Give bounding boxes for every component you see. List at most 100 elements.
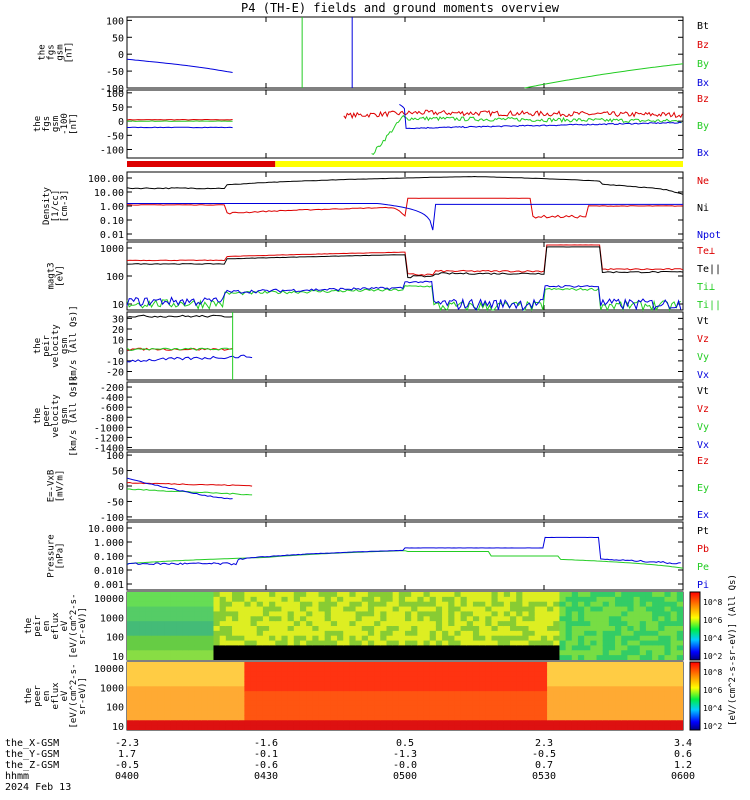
heatmap-cell — [448, 592, 456, 598]
legend-green: By — [697, 121, 709, 132]
heatmap-cell — [633, 640, 641, 647]
heatmap-cell — [157, 696, 165, 702]
heatmap-cell — [633, 725, 641, 730]
heatmap-cell — [367, 635, 375, 642]
heatmap-cell — [479, 696, 486, 702]
heatmap-cell — [454, 725, 462, 730]
heatmap-cell — [503, 601, 511, 608]
heatmap-cell — [602, 611, 610, 617]
heatmap-cell — [510, 655, 517, 660]
heatmap-cell — [176, 715, 184, 721]
heatmap-cell — [448, 671, 456, 678]
heatmap-cell — [133, 640, 140, 647]
heatmap-cell — [188, 606, 196, 613]
legend-red: Bz — [697, 94, 709, 105]
heatmap-cell — [188, 596, 196, 603]
heatmap-cell — [676, 655, 683, 660]
heatmap-cell — [232, 691, 239, 697]
heatmap-cell — [170, 640, 178, 647]
heatmap-cell — [318, 601, 326, 608]
heatmap-cell — [559, 592, 567, 598]
heatmap-cell — [293, 655, 301, 660]
heatmap-cell — [386, 616, 394, 622]
heatmap-cell — [571, 621, 579, 627]
heatmap-cell — [608, 696, 616, 702]
heatmap-cell — [349, 640, 357, 647]
heatmap-cell — [571, 696, 579, 702]
heatmap-cell — [244, 720, 252, 726]
heatmap-cell — [398, 596, 406, 603]
heatmap-cell — [540, 710, 548, 717]
heatmap-cell — [571, 710, 579, 717]
heatmap-cell — [442, 616, 449, 622]
heatmap-cell — [596, 662, 604, 668]
heatmap-cell — [510, 662, 517, 668]
heatmap-cell — [448, 710, 456, 717]
heatmap-cell — [522, 705, 530, 712]
heatmap-cell — [133, 601, 140, 608]
heatmap-cell — [608, 640, 616, 647]
heatmap-cell — [312, 640, 320, 647]
y-tick-label: 100 — [106, 633, 124, 644]
heatmap-cell — [287, 596, 295, 603]
heatmap-cell — [627, 725, 635, 730]
heatmap-cell — [176, 601, 184, 608]
heatmap-cell — [491, 621, 499, 627]
heatmap-cell — [139, 705, 147, 712]
heatmap-cell — [398, 650, 406, 656]
heatmap-cell — [374, 725, 381, 730]
status-bar-red — [127, 161, 276, 167]
ne-trace — [127, 197, 684, 219]
heatmap-cell — [571, 725, 579, 730]
heatmap-cell — [485, 650, 493, 656]
heatmap-cell — [565, 662, 573, 668]
heatmap-cell — [571, 671, 579, 678]
heatmap-cell — [145, 725, 153, 730]
heatmap-cell — [645, 715, 653, 721]
y-axis-label: Density — [42, 186, 52, 225]
heatmap-cell — [547, 715, 554, 721]
heatmap-cell — [238, 700, 245, 707]
heatmap-cell — [596, 725, 604, 730]
heatmap-cell — [497, 640, 505, 647]
heatmap-cell — [392, 655, 400, 660]
heatmap-cell — [182, 606, 190, 613]
y-axis-label: the — [33, 116, 43, 132]
heatmap-cell — [485, 596, 493, 603]
heatmap-cell — [676, 606, 683, 613]
heatmap-cell — [244, 725, 252, 730]
heatmap-cell — [386, 596, 394, 603]
heatmap-cell — [355, 606, 363, 613]
heatmap-cell — [256, 640, 264, 647]
heatmap-cell — [608, 621, 616, 627]
heatmap-cell — [670, 691, 678, 697]
heatmap-cell — [528, 606, 536, 613]
heatmap-cell — [627, 650, 635, 656]
heatmap-cell — [355, 715, 363, 721]
heatmap-cell — [454, 596, 462, 603]
heatmap-cell — [534, 662, 542, 668]
heatmap-cell — [503, 671, 511, 678]
heatmap-cell — [312, 662, 320, 668]
heatmap-cell — [250, 720, 258, 726]
heatmap-cell — [232, 725, 239, 730]
heatmap-cell — [540, 635, 548, 642]
heatmap-cell — [170, 666, 178, 673]
heatmap-cell — [324, 645, 332, 651]
heatmap-cell — [349, 696, 357, 702]
heatmap-cell — [460, 725, 468, 730]
heatmap-cell — [182, 635, 190, 642]
heatmap-cell — [417, 592, 425, 598]
heatmap-cell — [293, 671, 301, 678]
heatmap-cell — [670, 601, 678, 608]
heatmap-cell — [337, 710, 344, 717]
heatmap-cell — [571, 635, 579, 642]
heatmap-cell — [553, 606, 561, 613]
heatmap-cell — [534, 645, 542, 651]
heatmap-cell — [213, 686, 221, 692]
heatmap-cell — [269, 705, 276, 712]
heatmap-cell — [405, 710, 412, 717]
heatmap-cell — [299, 635, 307, 642]
heatmap-cell — [139, 686, 147, 692]
x-axis-value: 0.7 — [535, 760, 553, 771]
